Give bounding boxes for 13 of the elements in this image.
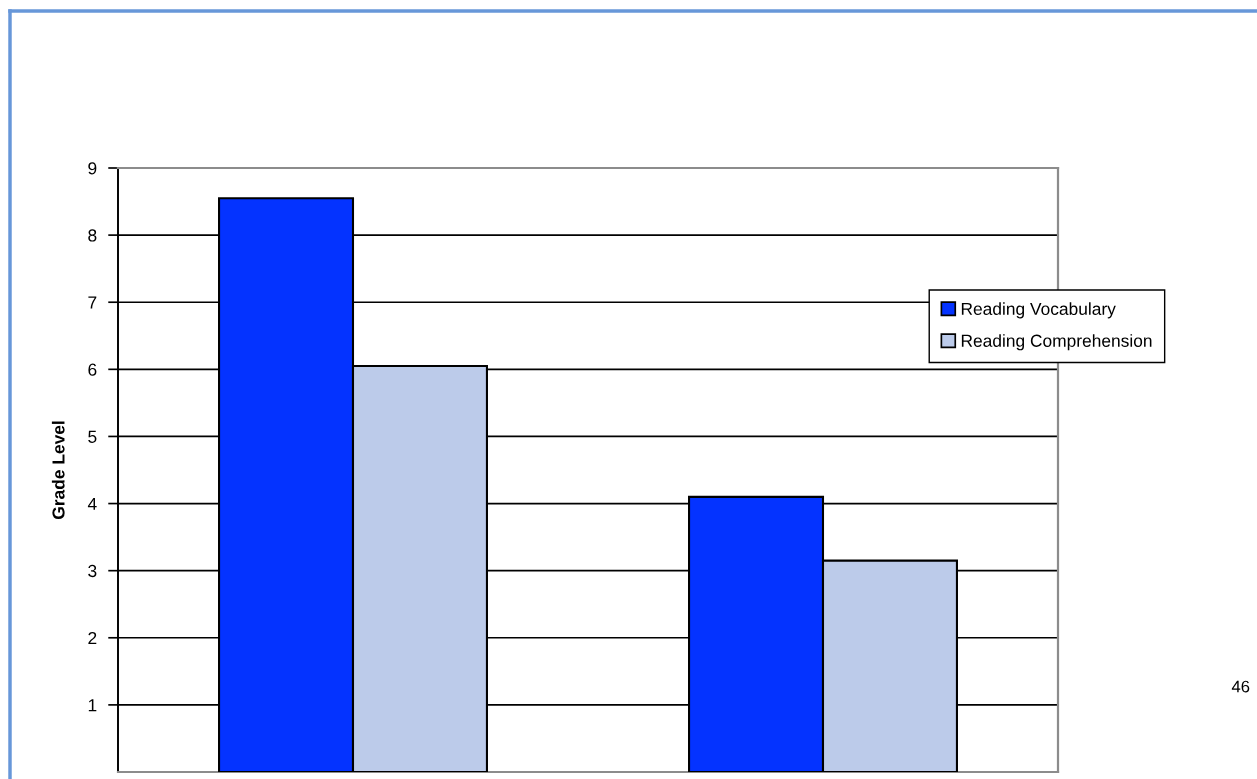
text: 46 — [1231, 680, 1250, 693]
y-tick-label: 6 — [88, 363, 97, 376]
legend-label: Reading Vocabulary — [961, 302, 1116, 319]
y-tick-label: 2 — [88, 631, 97, 645]
y-tick-label: 7 — [88, 296, 97, 309]
y-axis-title: Grade Level — [51, 421, 65, 519]
y-tick-label: 4 — [87, 497, 97, 510]
y-tick-label: 5 — [88, 430, 97, 443]
y-tick-label: 9 — [88, 162, 97, 175]
y-tick-label: 8 — [88, 229, 97, 242]
y-tick-label: 3 — [88, 564, 97, 578]
y-tick-label: 1 — [88, 699, 97, 712]
legend-label: Reading Comprehension — [961, 334, 1152, 351]
